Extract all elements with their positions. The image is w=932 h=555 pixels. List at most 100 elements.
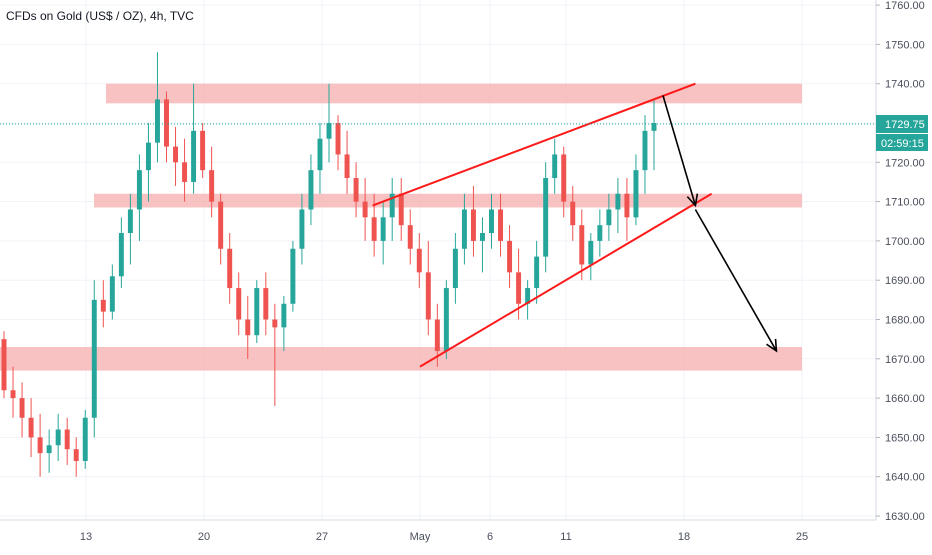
candle xyxy=(173,126,179,186)
candle-body xyxy=(164,99,169,147)
candle-body xyxy=(434,319,440,351)
candle-body xyxy=(606,209,612,226)
candle-body xyxy=(299,209,305,249)
candle xyxy=(561,146,567,218)
candle-body xyxy=(353,178,359,202)
candle-body xyxy=(118,233,124,277)
candle xyxy=(37,413,43,477)
candle xyxy=(118,217,124,289)
candle xyxy=(299,193,305,265)
candles xyxy=(1,52,657,477)
time-axis[interactable]: 13 20 27 May 6 11 18 25 xyxy=(0,519,876,543)
candle-body xyxy=(236,288,242,320)
candle xyxy=(362,178,368,241)
candle-body xyxy=(191,130,197,182)
candle-body xyxy=(37,437,43,454)
price-tick-label: 1680.00 xyxy=(885,315,925,327)
candle-body xyxy=(109,276,115,312)
forecast-arrows xyxy=(662,95,778,353)
candle xyxy=(82,409,88,469)
price-tick-label: 1630.00 xyxy=(885,511,925,523)
candle-body xyxy=(552,154,558,179)
candle xyxy=(416,233,422,289)
candle xyxy=(579,209,585,281)
price-tick-label: 1760.00 xyxy=(885,0,925,12)
time-tick-label: 18 xyxy=(678,531,690,543)
candle xyxy=(182,138,188,202)
candle xyxy=(28,398,34,458)
candle-body xyxy=(362,201,368,218)
candle xyxy=(570,185,576,241)
candle-body xyxy=(470,209,476,241)
candle-body xyxy=(615,193,621,210)
candle xyxy=(64,417,70,465)
time-tick-label: 20 xyxy=(198,531,210,543)
grid-lines xyxy=(0,0,876,520)
trendline xyxy=(372,82,696,207)
candle xyxy=(263,272,269,336)
arrow-shaft xyxy=(694,209,778,352)
price-zone xyxy=(106,83,802,104)
price-axis-bg xyxy=(876,0,932,550)
candle xyxy=(642,115,648,194)
candle-body xyxy=(290,248,296,304)
candle xyxy=(91,280,97,438)
arrowhead xyxy=(766,338,778,353)
candle xyxy=(100,280,106,328)
candle-body xyxy=(19,398,25,418)
candle xyxy=(389,178,395,241)
candle xyxy=(209,146,215,218)
candle-body xyxy=(371,217,377,241)
price-tick-label: 1640.00 xyxy=(885,472,925,484)
candle-body xyxy=(461,209,467,249)
candle xyxy=(624,178,630,241)
time-tick-label: 13 xyxy=(80,531,92,543)
candle-body xyxy=(425,272,431,320)
candle xyxy=(191,83,197,194)
arrowhead xyxy=(686,193,699,208)
candle xyxy=(218,193,224,265)
candle xyxy=(534,240,540,304)
candle-body xyxy=(91,299,97,418)
candle-body xyxy=(10,390,16,399)
candle-body xyxy=(579,225,585,265)
price-tick-label: 1740.00 xyxy=(885,79,925,91)
candle-body xyxy=(281,303,287,328)
candle xyxy=(46,429,52,473)
candle xyxy=(543,162,549,273)
time-tick-label: 25 xyxy=(796,531,808,543)
candle-body xyxy=(344,154,350,179)
time-tick-label: 11 xyxy=(560,531,571,543)
candle-body xyxy=(380,217,386,241)
time-tick-label: May xyxy=(410,531,431,543)
candle-body xyxy=(73,449,79,461)
candle-body xyxy=(308,170,314,210)
time-tick-label: 27 xyxy=(316,531,328,543)
candle xyxy=(552,138,558,194)
price-tick-label: 1660.00 xyxy=(885,393,925,405)
candle-body xyxy=(46,445,52,454)
candle xyxy=(245,295,251,359)
candle xyxy=(55,413,61,461)
current-price-badge xyxy=(876,114,928,133)
candle-body xyxy=(1,339,7,391)
candle-body xyxy=(209,170,215,202)
candle-body xyxy=(272,319,278,328)
price-axis[interactable]: 1760.001750.001740.001730.001720.001710.… xyxy=(875,0,932,550)
candle xyxy=(10,366,16,418)
candle-body xyxy=(479,233,485,241)
candle-body xyxy=(416,248,422,273)
candle-body xyxy=(28,417,34,438)
candle-body xyxy=(182,162,188,182)
candle-body xyxy=(127,209,133,234)
candle xyxy=(1,331,7,399)
candle xyxy=(353,162,359,218)
candle xyxy=(651,99,657,171)
candle xyxy=(443,280,449,359)
price-tick-label: 1700.00 xyxy=(885,236,925,248)
candle xyxy=(498,193,504,257)
price-tick-label: 1690.00 xyxy=(885,275,925,287)
price-tick-label: 1750.00 xyxy=(885,39,925,51)
